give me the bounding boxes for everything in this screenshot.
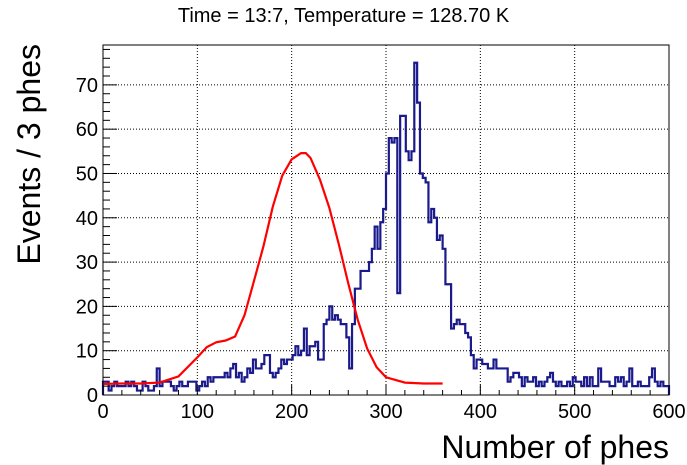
y-tick-label: 10 <box>76 341 98 363</box>
x-tick-label: 600 <box>652 401 685 423</box>
x-tick-label: 500 <box>558 401 591 423</box>
x-axis-title: Number of phes <box>441 429 669 465</box>
x-tick-label: 0 <box>97 401 108 423</box>
y-tick-label: 40 <box>76 208 98 230</box>
x-tick-label: 200 <box>275 401 308 423</box>
x-tick-label: 100 <box>181 401 214 423</box>
y-tick-label: 20 <box>76 296 98 318</box>
x-tick-label: 300 <box>369 401 402 423</box>
y-tick-label: 70 <box>76 75 98 97</box>
fit-curve <box>102 152 443 386</box>
x-tick-label: 400 <box>464 401 497 423</box>
y-tick-label: 50 <box>76 163 98 185</box>
y-tick-label: 30 <box>76 252 98 274</box>
y-axis-title: Events / 3 phes <box>11 44 47 265</box>
histogram-series <box>101 61 671 395</box>
chart-title: Time = 13:7, Temperature = 128.70 K <box>177 5 510 27</box>
y-tick-label: 60 <box>76 119 98 141</box>
y-tick-label: 0 <box>87 385 98 407</box>
